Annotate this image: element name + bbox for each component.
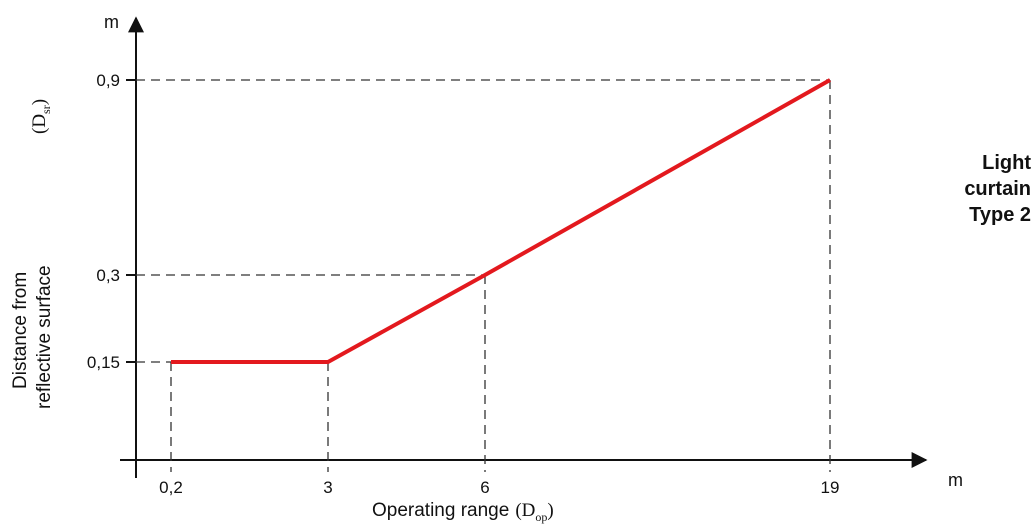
x-unit-label: m [948,470,963,490]
x-tick-label: 0,2 [159,478,183,497]
series-line [171,78,831,364]
y-axis-title: Distance from reflective surface (Dsr) [10,99,55,409]
y-tick-label: 0,15 [87,353,120,372]
y-unit-label: m [104,12,119,32]
y-tick-label: 0,9 [96,71,120,90]
x-axis-title: Operating range (Dop) [372,500,554,524]
x-tick-label: 3 [323,478,332,497]
side-note-line2: curtain [964,178,1031,200]
y-axis-title-line1: Distance from [10,272,31,389]
side-note: Light curtain Type 2 [921,150,1031,228]
x-tick-label: 6 [480,478,489,497]
x-tick-label: 19 [821,478,840,497]
y-tick-label: 0,3 [96,266,120,285]
tick-labels: 0,15 0,3 0,9 0,2 3 6 19 [87,71,840,497]
data-series [171,78,831,364]
side-note-line3: Type 2 [969,204,1031,226]
y-axis-symbol: (Dsr) [29,99,53,134]
y-axis-title-line2: reflective surface [34,265,55,409]
side-note-line1: Light [982,152,1031,174]
guide-lines [136,79,831,472]
